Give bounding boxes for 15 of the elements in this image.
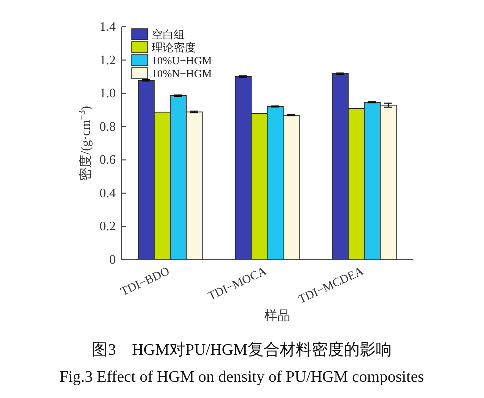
legend-label: 10%N−HGM xyxy=(152,68,212,80)
y-tick-label: 1.0 xyxy=(100,86,116,101)
y-tick-label: 0.4 xyxy=(100,185,116,200)
y-tick-label: 1.2 xyxy=(100,52,116,68)
legend-label: 空白组 xyxy=(152,28,185,42)
y-tick-label: 0.6 xyxy=(100,152,116,168)
y-tick-label: 0.8 xyxy=(100,118,116,134)
legend-label: 理论密度 xyxy=(152,42,196,54)
caption: Fig.3 Effect of HGM on density of PU/HGM composites xyxy=(60,369,424,386)
y-tick-label: 1.4 xyxy=(100,19,116,34)
y-tick-label: 0.2 xyxy=(100,218,116,234)
x-axis-title: 样品 xyxy=(264,308,290,323)
y-tick-label: 0 xyxy=(110,252,116,267)
caption: 图3 HGM对PU/HGM复合材料密度的影响 xyxy=(92,341,392,359)
legend-label: 10%U−HGM xyxy=(152,56,212,68)
